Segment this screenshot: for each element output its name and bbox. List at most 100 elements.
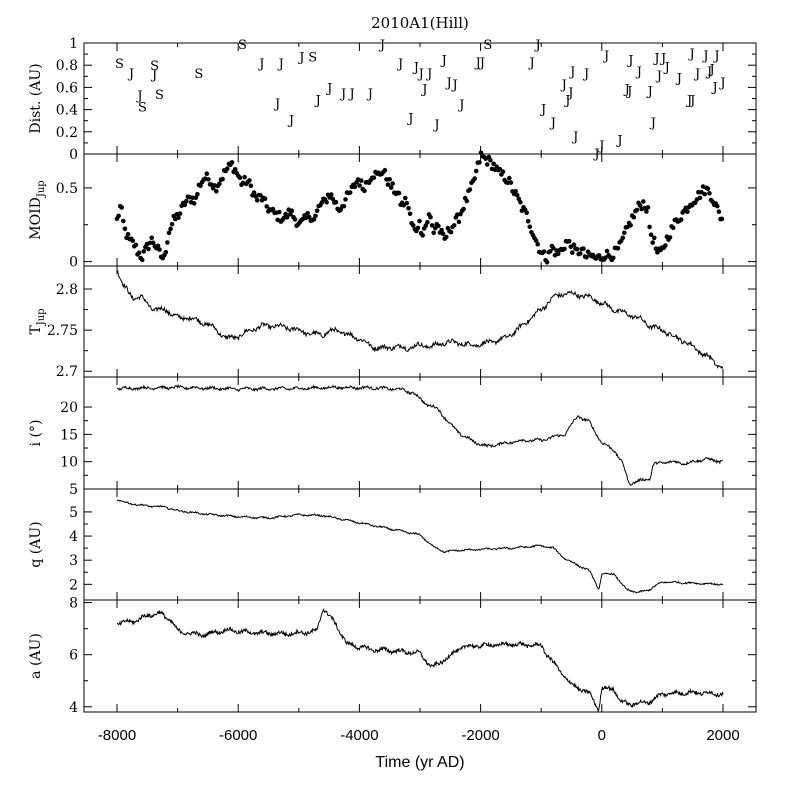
x-axis-label: Time (yr AD) (375, 754, 464, 771)
moid-point (525, 219, 531, 224)
moid-series (114, 150, 725, 265)
tjup-series-line (116, 270, 724, 369)
encounter-marker: J (568, 65, 575, 80)
encounter-marker: S (194, 67, 203, 82)
encounter-marker: J (623, 83, 630, 98)
encounter-marker: J (663, 60, 670, 75)
moid-point (456, 219, 462, 225)
moid-point (191, 201, 197, 206)
moid-point (330, 196, 336, 202)
moid-point (157, 247, 162, 252)
encounter-marker: S (155, 88, 164, 103)
a-series-line (116, 608, 724, 713)
encounter-marker: J (655, 69, 662, 84)
moid-point (387, 177, 392, 182)
encounter-marker: J (287, 114, 294, 129)
moid-point (232, 167, 238, 172)
moid-point (404, 200, 410, 206)
moid-point (319, 200, 325, 205)
encounter-marker: J (135, 89, 142, 104)
moid-point (581, 246, 586, 251)
moid-point (425, 220, 430, 225)
moid-point (505, 180, 511, 185)
moid-point (650, 240, 655, 245)
y-tick-label: 6 (69, 648, 78, 664)
y-tick-label: 0.8 (56, 58, 78, 74)
moid-point (121, 218, 126, 224)
moid-point (306, 214, 312, 220)
moid-point (641, 199, 646, 204)
moid-point (184, 198, 189, 204)
x-tick-label: -2000 (461, 727, 499, 744)
moid-point (628, 223, 633, 228)
moid-point (403, 195, 408, 201)
y-tick-label: 20 (60, 400, 78, 416)
moid-point (176, 215, 181, 220)
moid-point (631, 214, 637, 220)
y-tick-label: 0.2 (56, 125, 78, 141)
y-tick-label: 0 (69, 255, 78, 271)
encounter-marker: J (366, 87, 373, 102)
moid-point (415, 225, 421, 231)
moid-point (518, 199, 523, 205)
encounter-marker: J (582, 67, 589, 82)
moid-point (177, 211, 183, 216)
encounter-marker: J (432, 118, 439, 133)
x-tick-label: -6000 (219, 727, 257, 744)
y-axis-label-subscript: Jup (36, 308, 47, 326)
moid-point (555, 251, 561, 257)
moid-point (566, 238, 572, 244)
y-tick-label: 2.8 (56, 282, 78, 298)
encounter-marker: J (420, 83, 427, 98)
moid-point (451, 223, 457, 228)
moid-point (371, 175, 377, 180)
y-tick-label: 8 (69, 596, 78, 612)
encounter-marker: J (277, 57, 284, 72)
moid-point (357, 183, 362, 188)
moid-point (571, 242, 577, 247)
encounter-marker: J (615, 134, 622, 149)
encounter-marker: J (626, 54, 633, 69)
encounter-marker: J (560, 78, 567, 93)
moid-point (136, 250, 142, 256)
moid-point (406, 206, 411, 211)
encounter-marker: J (635, 65, 642, 80)
moid-point (467, 187, 473, 192)
encounter-marker: J (563, 94, 570, 109)
moid-point (570, 250, 575, 255)
moid-point (166, 230, 172, 236)
moid-point (715, 203, 720, 209)
moid-point (584, 254, 589, 260)
y-tick-label: 15 (60, 427, 78, 443)
encounter-marker: J (718, 76, 725, 91)
x-tick-label: -8000 (98, 727, 136, 744)
moid-point (116, 213, 121, 219)
encounter-marker: J (675, 71, 682, 86)
chart-title: 2010A1(Hill) (371, 14, 469, 32)
encounter-marker: J (701, 49, 708, 64)
encounter-marker: J (712, 49, 719, 64)
moid-point (702, 191, 707, 197)
moid-point (119, 205, 124, 210)
moid-point (343, 197, 348, 202)
moid-point (577, 251, 583, 256)
moid-point (329, 192, 334, 197)
encounter-marker: J (539, 102, 546, 117)
moid-point (163, 249, 169, 255)
encounter-marker: J (707, 63, 714, 78)
moid-point (533, 238, 539, 243)
encounter-marker: J (659, 51, 666, 66)
moid-point (384, 177, 389, 182)
encounter-marker: J (325, 81, 332, 96)
moid-point (277, 209, 282, 215)
encounter-marker: J (451, 78, 458, 93)
moid-point (362, 188, 367, 194)
moid-point (670, 225, 676, 231)
moid-point (508, 180, 514, 185)
moid-point (195, 192, 200, 197)
moid-point (648, 232, 654, 237)
y-tick-label: 0.6 (56, 80, 78, 96)
moid-point (622, 230, 627, 236)
y-tick-label: 10 (60, 455, 78, 471)
